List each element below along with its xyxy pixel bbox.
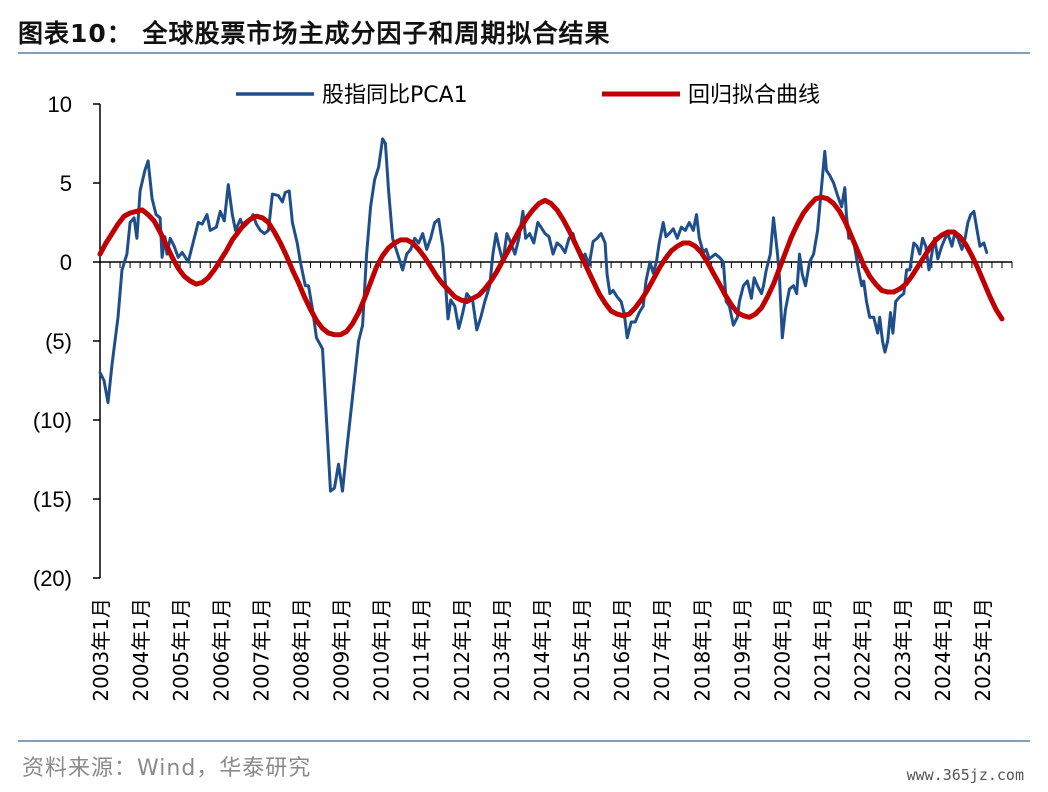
y-tick-label: (5) [45,329,72,354]
x-tick-label: 2019年1月 [730,598,754,702]
y-tick-label: 5 [60,171,72,196]
x-tick-label: 2012年1月 [450,598,474,702]
x-tick-label: 2024年1月 [931,598,955,702]
chart-axes [93,103,1013,579]
x-tick-label: 2006年1月 [209,598,233,702]
x-tick-label: 2014年1月 [530,598,554,702]
title-rule [18,52,1030,54]
y-tick-labels: 10 5 0 (5) (10) (15) (20) [33,92,72,591]
x-tick-label: 2013年1月 [490,598,514,702]
x-tick-label: 2023年1月 [891,598,915,702]
watermark: www.365jz.com [906,766,1024,784]
y-tick-label: 10 [48,92,72,117]
x-tick-label: 2021年1月 [811,598,835,702]
y-tick-label: 0 [60,250,72,275]
x-tick-label: 2017年1月 [650,598,674,702]
source-note: 资料来源：Wind，华泰研究 [22,756,312,781]
legend-label: 回归拟合曲线 [688,83,820,108]
x-tick-label: 2015年1月 [570,598,594,702]
series-line-fit [97,194,1005,338]
x-tick-label: 2011年1月 [410,598,434,702]
chart-series [97,137,1005,493]
x-tick-label: 2020年1月 [770,598,794,702]
x-tick-label: 2004年1月 [129,598,153,702]
y-tick-label: (15) [33,487,72,512]
y-tick-label: (20) [33,566,72,591]
x-tick-label: 2003年1月 [89,598,113,702]
x-tick-label: 2008年1月 [289,598,313,702]
x-tick-label: 2018年1月 [690,598,714,702]
x-tick-label: 2025年1月 [971,598,995,702]
x-tick-label: 2005年1月 [169,598,193,702]
x-tick-labels: 2003年1月 2004年1月 2005年1月 2006年1月 2007年1月 2008年… [89,598,995,702]
chart-legend: 股指同比PCA1 回归拟合曲线 [236,83,820,108]
legend-label: 股指同比PCA1 [322,83,468,108]
series-line-pca1 [98,137,989,493]
x-tick-label: 2010年1月 [370,598,394,702]
figure-title: 图表10： 全球股票市场主成分因子和周期拟合结果 [18,19,611,48]
x-tick-label: 2007年1月 [249,598,273,702]
x-tick-label: 2022年1月 [851,598,875,702]
x-tick-label: 2016年1月 [610,598,634,702]
source-rule [18,740,1030,742]
y-tick-label: (10) [33,408,72,433]
x-tick-label: 2009年1月 [330,598,354,702]
